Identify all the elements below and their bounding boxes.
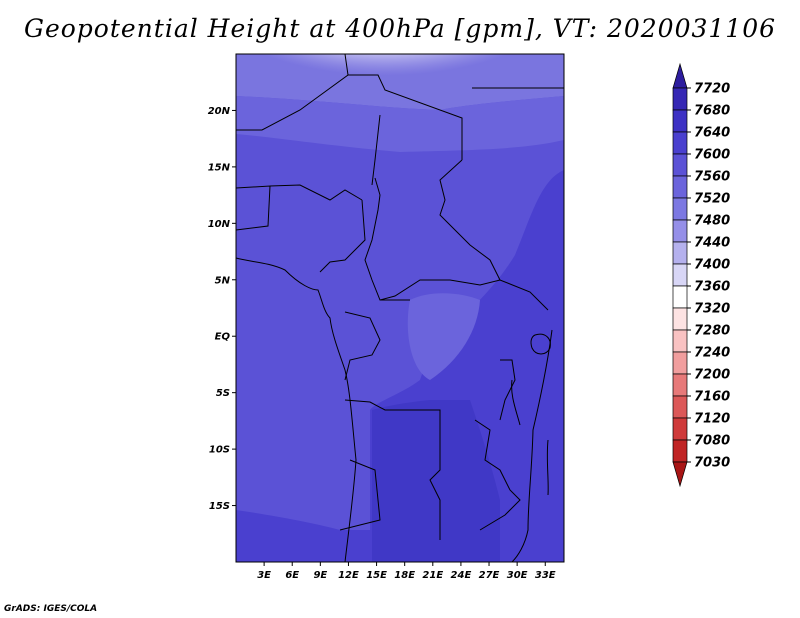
- colorbar-segment: [672, 153, 688, 177]
- map-frame: [235, 53, 565, 563]
- border-segment: [371, 114, 381, 186]
- colorbar-label: 7160: [694, 390, 730, 405]
- colorbar-label: 7520: [694, 192, 730, 207]
- colorbar-segment: [672, 87, 688, 111]
- colorbar-segment: [672, 439, 688, 463]
- lake-tanganyika: [511, 379, 521, 426]
- lat-tick-label: 15N: [208, 162, 231, 173]
- lon-tick-label: 6E: [285, 570, 299, 581]
- border-segment: [379, 279, 549, 311]
- border-segment: [344, 399, 441, 540]
- colorbar-top-arrow: [672, 62, 688, 89]
- border-segment: [236, 54, 349, 131]
- lon-tick-label: 27E: [479, 570, 500, 581]
- colorbar-segment: [672, 417, 688, 441]
- border-segment: [269, 184, 363, 201]
- country-borders: [236, 54, 564, 562]
- lat-tick-label: 10S: [209, 445, 230, 456]
- colorbar-label: 7680: [694, 104, 730, 119]
- colorbar-label: 7440: [694, 236, 730, 251]
- border-segment: [499, 359, 516, 421]
- colorbar-label: 7240: [694, 346, 730, 361]
- colorbar-label: 7360: [694, 280, 730, 295]
- colorbar-segment: [672, 263, 688, 287]
- colorbar-label: 7480: [694, 214, 730, 229]
- coastline-west: [236, 257, 357, 562]
- colorbar-segment: [672, 197, 688, 221]
- colorbar-segment: [672, 109, 688, 133]
- colorbar-segment: [672, 329, 688, 353]
- lon-tick-label: 12E: [338, 570, 359, 581]
- lat-tick-label: 10N: [208, 219, 231, 230]
- field-band-7600-southwest: [236, 510, 372, 562]
- longitude-axis: 3E 6E 9E 12E 15E 18E 21E 24E 27E 30E 33E: [257, 562, 556, 581]
- coastline-east: [511, 329, 553, 562]
- border-segment: [344, 311, 381, 381]
- colorbar: 7720 7680 7640 7600 7560 7520 7480 7440 7400 7360…: [672, 62, 730, 488]
- lon-tick-label: 15E: [366, 570, 387, 581]
- colorbar-segment: [672, 373, 688, 397]
- colorbar-segment: [672, 219, 688, 243]
- colorbar-label: 7400: [694, 258, 730, 273]
- colorbar-segment: [672, 175, 688, 199]
- lon-tick-label: 9E: [313, 570, 327, 581]
- border-segment: [364, 177, 410, 301]
- border-segment: [474, 419, 521, 531]
- lat-tick-label: 20N: [208, 106, 231, 117]
- colorbar-label: 7640: [694, 126, 730, 141]
- colorbar-label: 7600: [694, 148, 730, 163]
- colorbar-segment: [672, 351, 688, 375]
- height-field: [236, 54, 564, 562]
- colorbar-label: 7200: [694, 368, 730, 383]
- colorbar-bottom-arrow: [672, 461, 688, 488]
- colorbar-label: 7320: [694, 302, 730, 317]
- lat-tick-label: 5S: [216, 388, 230, 399]
- border-segment: [236, 185, 271, 231]
- credit-text: GrADS: IGES/COLA: [4, 604, 98, 614]
- colorbar-label: 7280: [694, 324, 730, 339]
- lon-tick-label: 21E: [422, 570, 443, 581]
- lat-tick-label: 15S: [209, 501, 230, 512]
- colorbar-segment: [672, 307, 688, 331]
- colorbar-segment: [672, 285, 688, 309]
- colorbar-label: 7560: [694, 170, 730, 185]
- colorbar-label: 7120: [694, 412, 730, 427]
- colorbar-segment: [672, 131, 688, 155]
- border-segment: [439, 159, 501, 281]
- border-segment: [339, 459, 381, 531]
- lake-victoria: [530, 333, 551, 355]
- lat-tick-label: 5N: [215, 275, 231, 286]
- lon-tick-label: 24E: [451, 570, 472, 581]
- colorbar-label: 7030: [694, 456, 730, 471]
- lake-malawi: [546, 439, 549, 496]
- colorbar-segment: [672, 241, 688, 265]
- border-segment: [348, 74, 463, 160]
- lon-tick-label: 18E: [394, 570, 415, 581]
- colorbar-label: 7720: [694, 82, 730, 97]
- latitude-axis: 20N 15N 10N 5N EQ 5S 10S 15S: [208, 106, 236, 512]
- lon-tick-label: 33E: [535, 570, 556, 581]
- colorbar-segment: [672, 395, 688, 419]
- field-band-7520-congo: [407, 293, 480, 380]
- field-high-center: [236, 54, 555, 144]
- lon-tick-label: 3E: [257, 570, 271, 581]
- lat-tick-label: EQ: [215, 332, 231, 343]
- map-title: Geopotential Height at 400hPa [gpm], VT:…: [23, 14, 777, 43]
- colorbar-label: 7080: [694, 434, 730, 449]
- border-segment: [319, 199, 366, 273]
- field-band-7640: [372, 400, 500, 562]
- lon-tick-label: 30E: [507, 570, 528, 581]
